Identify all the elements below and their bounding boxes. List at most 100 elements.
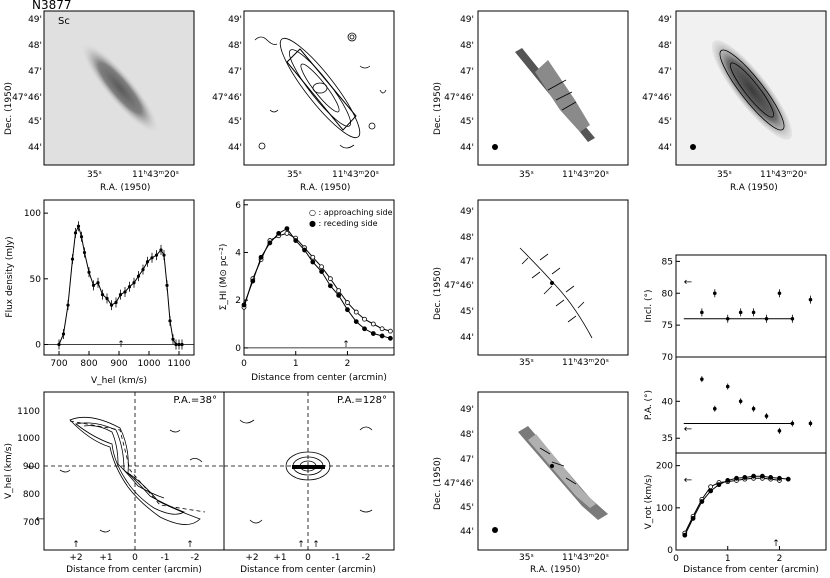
dec-label-c: Dec. (1950) [433,82,443,135]
rot-arrow-left: ← [684,475,692,486]
svg-text:44': 44' [228,143,242,153]
incl-ytick-label: 70 [662,353,674,363]
svg-text:48': 48' [460,41,474,51]
global-point [76,224,81,228]
global-point [73,231,78,235]
hi-greyscale-galaxy [711,40,793,140]
galaxy-id: N3877 [32,0,72,12]
rotation-curve-panel: 0 1 2 0 100 200 V_rot (km/s) Distance from ce… [644,452,827,575]
global-point [57,342,61,347]
surface-ytick-label: 6 [235,201,241,211]
rot-point [742,475,748,480]
rot-xtick-label: 0 [673,554,679,564]
svg-text:11ʰ43ᵐ20ˢ: 11ʰ43ᵐ20ˢ [562,170,609,180]
pv-major-pa: P.A.=38° [173,395,217,406]
pa-point [751,406,756,411]
svg-text:-1: -1 [161,553,170,563]
svg-text:47°46': 47°46' [642,93,672,103]
rot-series-line [684,477,780,534]
pa-ytick-label: 35 [662,434,673,444]
global-point [159,248,163,252]
ra-ticks-j: 35ˢ 11ʰ43ᵐ20ˢ [519,553,609,563]
surface-point [241,302,247,308]
svg-text:47°46': 47°46' [212,93,242,103]
svg-text:-2: -2 [191,553,200,563]
surface-arrow: ↑ [342,340,350,350]
svg-text:1100: 1100 [17,407,40,417]
global-point [127,285,132,289]
global-point [66,303,70,307]
surface-point [258,254,264,260]
pa-point [712,406,717,411]
svg-text:48': 48' [460,233,474,243]
surface-xlabel: Distance from center (arcmin) [251,373,387,383]
rotation-curve-plot: 0 1 2 0 100 200 [656,462,791,564]
hi-contour-map-panel: 35ˢ 11ʰ43ᵐ20ˢ R.A. (1950) 49' 48' 47' 47… [212,10,395,193]
surface-point [336,288,342,294]
rot-point [682,532,688,538]
svg-text:47°46': 47°46' [444,281,474,291]
incl-point [700,310,704,315]
svg-text:35ˢ: 35ˢ [519,553,534,563]
svg-text:44': 44' [460,143,474,153]
incl-point [725,316,730,321]
svg-text:49': 49' [460,405,474,415]
model-velocity-field [518,426,608,520]
surface-point [379,333,385,339]
svg-text:0: 0 [132,553,138,563]
surface-point [362,316,367,322]
model-outline [286,48,357,131]
hi-greyscale-panel: 35ˢ 11ʰ43ᵐ20ˢ R.A (1950) 49' 48' 47' 47°… [642,10,827,193]
pv-major-arrow-sys: ← [28,462,36,473]
surface-point [345,307,350,313]
svg-text:35ˢ: 35ˢ [717,170,732,180]
pa-point [790,421,795,426]
svg-text:45': 45' [658,117,672,127]
surface-xtick-label: 2 [345,359,351,369]
surface-point [302,247,307,253]
svg-text:800: 800 [23,490,40,500]
svg-text:49': 49' [28,15,42,25]
rot-point [777,475,782,481]
global-point [109,303,114,307]
morph-type: Sc [58,16,70,27]
position-angle-panel: 35 40 P.A. (°) ← [644,356,827,454]
incl-point [777,291,782,296]
rot-ytick-label: 100 [656,504,673,514]
global-series-line [58,224,182,345]
velocity-field-panel: 35ˢ 11ʰ43ᵐ20ˢ Dec. (1950) 49' 48' 47' 47… [433,10,629,180]
global-point [61,332,66,336]
rot-point [708,488,714,494]
rot-point [716,482,722,488]
global-ytick-label: 100 [24,209,41,219]
svg-text:+2: +2 [69,553,82,563]
global-profile-plot: 700 800 900 1000 1100 0 50 100 [24,209,194,369]
rot-point [785,476,791,482]
incl-point [790,316,795,321]
rot-ytick-label: 0 [667,546,673,556]
incl-point [808,297,813,302]
svg-text:700: 700 [23,518,40,528]
ra-label-d: R.A (1950) [730,183,778,193]
svg-text:45': 45' [460,307,474,317]
global-ylabel: Flux density (mJy) [5,236,15,317]
svg-text:+1: +1 [273,553,286,563]
legend-approaching: ○ : approaching side [309,208,393,217]
rot-arrow-up: ↑ [772,539,780,549]
surface-point [267,240,273,246]
global-xtick-label: 1100 [168,359,191,369]
global-xtick-label: 900 [110,359,127,369]
surface-point [319,264,324,270]
pv-minor-arrow-1: ↑ [297,540,305,550]
rot-ylabel: V_rot (km/s) [644,475,654,530]
global-point [82,250,87,255]
global-point [123,290,127,294]
rot-xtick-label: 2 [777,554,783,564]
surface-point [284,226,290,232]
pa-point [808,421,813,426]
svg-text:49': 49' [460,207,474,217]
pv-minor-xticks: +2 +1 0 -1 -2 [245,553,370,563]
surface-point [387,335,393,341]
pv-major-yticks: 1100 1000 900 800 700 [17,407,40,528]
global-point [177,342,181,347]
